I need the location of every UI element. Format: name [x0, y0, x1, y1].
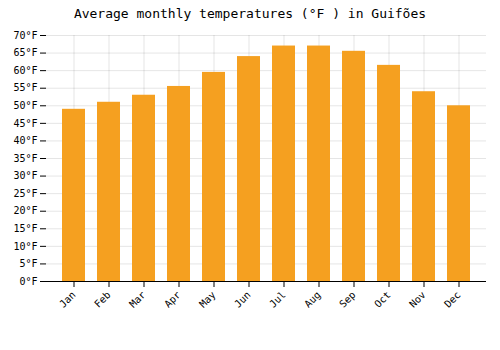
svg-text:35°F: 35°F	[13, 153, 37, 164]
svg-text:Feb: Feb	[92, 289, 113, 310]
svg-text:5°F: 5°F	[19, 258, 37, 269]
svg-text:40°F: 40°F	[13, 135, 37, 146]
svg-text:30°F: 30°F	[13, 170, 37, 181]
svg-text:Jul: Jul	[267, 289, 288, 310]
svg-text:10°F: 10°F	[13, 241, 37, 252]
svg-text:55°F: 55°F	[13, 82, 37, 93]
svg-text:70°F: 70°F	[13, 30, 37, 41]
svg-text:25°F: 25°F	[13, 188, 37, 199]
svg-text:Sep: Sep	[337, 289, 358, 310]
svg-text:60°F: 60°F	[13, 65, 37, 76]
svg-text:Dec: Dec	[442, 289, 463, 310]
svg-text:Mar: Mar	[127, 289, 148, 310]
svg-text:Apr: Apr	[162, 289, 183, 310]
svg-text:45°F: 45°F	[13, 118, 37, 129]
svg-text:Oct: Oct	[372, 289, 393, 310]
svg-text:Jan: Jan	[57, 289, 78, 310]
svg-text:65°F: 65°F	[13, 47, 37, 58]
svg-text:May: May	[197, 289, 218, 310]
svg-text:0°F: 0°F	[19, 276, 37, 287]
html-text:Average monthly temperatures (: Average monthly temperatures (°F ) in Gu…	[73, 6, 427, 21]
svg-text:Nov: Nov	[407, 289, 428, 310]
svg-text:20°F: 20°F	[13, 205, 37, 216]
svg-text:Aug: Aug	[302, 289, 323, 310]
svg-text:50°F: 50°F	[13, 100, 37, 111]
svg-text:15°F: 15°F	[13, 223, 37, 234]
svg-text:Jun: Jun	[232, 289, 253, 310]
